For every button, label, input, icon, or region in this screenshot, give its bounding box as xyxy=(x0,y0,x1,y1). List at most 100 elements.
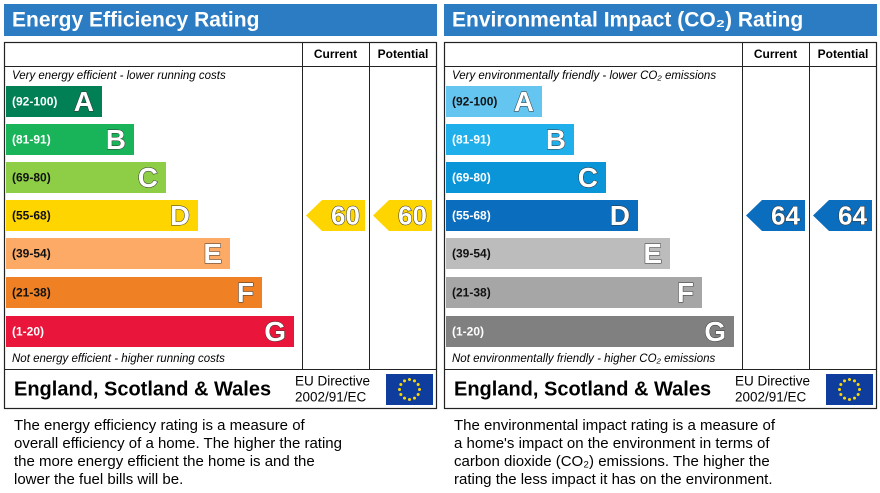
description: The environmental impact rating is a mea… xyxy=(454,417,776,434)
rating-band xyxy=(446,200,638,231)
band-range: (1-20) xyxy=(12,325,44,339)
region: England, Scotland & Wales xyxy=(14,378,271,400)
band-letter: G xyxy=(704,316,726,347)
rating-arrow xyxy=(813,200,872,231)
band-letter: D xyxy=(610,200,630,231)
rating-value: 64 xyxy=(838,200,867,230)
rating-band xyxy=(6,238,230,269)
band-letter: A xyxy=(514,86,534,117)
band-range: (39-54) xyxy=(12,247,51,261)
rating-value: 60 xyxy=(331,200,360,230)
description: carbon dioxide (CO₂) emissions. The high… xyxy=(454,453,770,470)
band-range: (39-54) xyxy=(452,247,491,261)
flag-star xyxy=(848,378,851,381)
rating-arrow xyxy=(746,200,805,231)
band-letter: B xyxy=(546,124,566,155)
rating-band xyxy=(446,162,606,193)
flag-star xyxy=(399,383,403,386)
rating-band xyxy=(6,316,294,347)
flag-star xyxy=(408,398,411,401)
rating-value: 60 xyxy=(398,200,427,230)
panel-title: Environmental Impact (CO₂) Rating xyxy=(452,9,803,32)
flag-star xyxy=(858,388,861,391)
column-header: Potential xyxy=(818,47,869,61)
description: a home's impact on the environment in te… xyxy=(454,435,770,452)
flag-star xyxy=(413,396,416,400)
directive: EU Directive xyxy=(735,374,810,389)
title-bar xyxy=(4,4,437,36)
band-letter: C xyxy=(138,162,158,193)
flag-star xyxy=(399,393,403,396)
bottom-note: Not environmentally friendly - higher CO… xyxy=(452,353,715,365)
band-range: (21-38) xyxy=(452,286,491,300)
flag-star xyxy=(418,388,421,391)
title-bar xyxy=(444,4,877,36)
band-range: (81-91) xyxy=(452,133,491,147)
band-letter: D xyxy=(170,200,190,231)
rating-value: 64 xyxy=(771,200,800,230)
column-header: Current xyxy=(314,47,357,61)
band-range: (81-91) xyxy=(12,133,51,147)
directive: EU Directive xyxy=(295,374,370,389)
description: lower the fuel bills will be. xyxy=(14,471,183,488)
flag-star xyxy=(403,379,406,383)
flag-star xyxy=(856,393,860,396)
rating-band xyxy=(446,86,542,117)
flag-star xyxy=(416,393,420,396)
top-note: Very energy efficient - lower running co… xyxy=(12,70,226,82)
band-letter: G xyxy=(264,316,286,347)
rating-band xyxy=(6,200,198,231)
flag-star xyxy=(839,393,843,396)
band-range: (69-80) xyxy=(12,171,51,185)
rating-band xyxy=(6,277,262,308)
flag-star xyxy=(838,388,841,391)
flag-star xyxy=(843,396,846,400)
description: The energy efficiency rating is a measur… xyxy=(14,417,306,434)
table-frame xyxy=(443,41,878,410)
table-frame xyxy=(3,41,438,410)
flag-star xyxy=(839,383,843,386)
rating-band xyxy=(446,277,702,308)
band-range: (69-80) xyxy=(452,171,491,185)
band-letter: C xyxy=(578,162,598,193)
flag-star xyxy=(848,398,851,401)
band-letter: F xyxy=(677,277,694,308)
band-range: (1-20) xyxy=(452,325,484,339)
rating-band xyxy=(6,86,102,117)
band-range: (55-68) xyxy=(452,209,491,223)
panel-title: Energy Efficiency Rating xyxy=(12,9,259,32)
rating-band xyxy=(6,162,166,193)
flag-star xyxy=(413,379,416,383)
flag-star xyxy=(843,379,846,383)
flag-star xyxy=(853,396,856,400)
description: rating the less impact it has on the env… xyxy=(454,471,773,488)
band-range: (21-38) xyxy=(12,286,51,300)
rating-arrow xyxy=(373,200,432,231)
band-range: (92-100) xyxy=(452,95,497,109)
flag-star xyxy=(856,383,860,386)
band-range: (92-100) xyxy=(12,95,57,109)
column-header: Potential xyxy=(378,47,429,61)
band-letter: A xyxy=(74,86,94,117)
description: overall efficiency of a home. The higher… xyxy=(14,435,342,452)
flag-star xyxy=(403,396,406,400)
flag-star xyxy=(408,378,411,381)
band-letter: E xyxy=(203,238,222,269)
band-range: (55-68) xyxy=(12,209,51,223)
rating-band xyxy=(446,238,670,269)
flag-star xyxy=(853,379,856,383)
bottom-note: Not energy efficient - higher running co… xyxy=(12,353,225,365)
directive: 2002/91/EC xyxy=(735,390,807,405)
rating-band xyxy=(446,124,574,155)
band-letter: B xyxy=(106,124,126,155)
region: England, Scotland & Wales xyxy=(454,378,711,400)
directive: 2002/91/EC xyxy=(295,390,367,405)
rating-arrow xyxy=(306,200,365,231)
top-note: Very environmentally friendly - lower CO… xyxy=(452,70,716,82)
band-letter: E xyxy=(643,238,662,269)
rating-band xyxy=(6,124,134,155)
description: the more energy efficient the home is an… xyxy=(14,453,315,470)
flag-star xyxy=(398,388,401,391)
rating-band xyxy=(446,316,734,347)
